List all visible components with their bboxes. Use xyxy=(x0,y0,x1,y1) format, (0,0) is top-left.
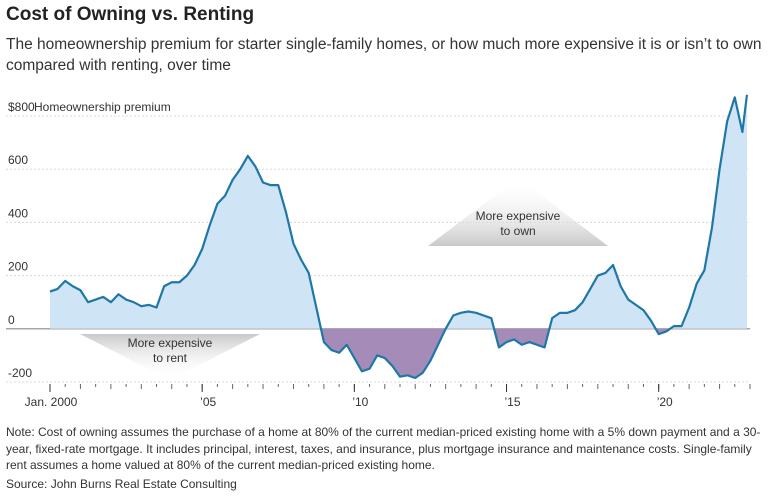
y-tick-label: -200 xyxy=(8,366,32,380)
negative-area xyxy=(320,328,446,379)
positive-area xyxy=(50,155,321,329)
y-axis-label: Homeownership premium xyxy=(34,100,171,114)
x-tick-label: ’15 xyxy=(505,395,521,409)
annotation-own-label: More expensive xyxy=(476,209,561,223)
positive-area xyxy=(445,311,495,329)
arrow-down-shape xyxy=(80,334,260,380)
negative-area xyxy=(494,328,550,348)
chart-source: Source: John Burns Real Estate Consultin… xyxy=(6,477,237,491)
x-tick-label: ’05 xyxy=(200,395,216,409)
arrow-up-shape xyxy=(428,178,608,246)
positive-area xyxy=(549,264,656,329)
x-tick-label: Jan. 2000 xyxy=(25,395,78,409)
chart-subtitle: The homeownership premium for starter si… xyxy=(6,36,762,74)
positive-area xyxy=(670,94,747,329)
series-line-path xyxy=(49,94,749,380)
x-tick-label: ’20 xyxy=(657,395,673,409)
y-tick-label: 600 xyxy=(8,153,28,167)
annotation-rent-label: More expensive xyxy=(128,336,213,350)
axes: -200 0 200 400 600 $800 Homeownership premium J… xyxy=(8,100,751,409)
y-tick-label: 400 xyxy=(8,206,28,220)
series-line xyxy=(49,94,749,380)
annotation-own-label: to own xyxy=(500,224,535,238)
y-tick-label: $800 xyxy=(8,100,35,114)
y-tick-label: 200 xyxy=(8,260,28,274)
x-tick-label: ’10 xyxy=(352,395,368,409)
chart-note: Note: Cost of owning assumes the purchas… xyxy=(6,425,761,472)
y-tick-label: 0 xyxy=(8,313,15,327)
annotation-rent-label: to rent xyxy=(153,351,188,365)
chart-title: Cost of Owning vs. Renting xyxy=(6,4,255,25)
